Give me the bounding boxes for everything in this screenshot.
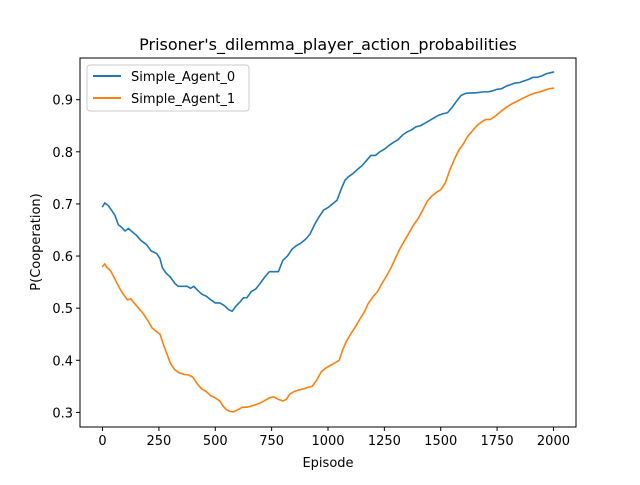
y-tick-label: 0.7 bbox=[52, 198, 73, 213]
x-tick-label: 250 bbox=[146, 434, 171, 449]
legend-label-agent-0: Simple_Agent_0 bbox=[131, 70, 235, 85]
x-tick-label: 1500 bbox=[424, 434, 457, 449]
x-tick-label: 1250 bbox=[368, 434, 401, 449]
x-tick-label: 0 bbox=[98, 434, 106, 449]
chart-title: Prisoner's_dilemma_player_action_probabi… bbox=[139, 35, 517, 55]
legend-label-agent-1: Simple_Agent_1 bbox=[131, 92, 235, 107]
y-tick-label: 0.8 bbox=[52, 146, 73, 161]
y-tick-label: 0.6 bbox=[52, 250, 73, 265]
series-line-agent-1 bbox=[101, 87, 555, 413]
y-tick-label: 0.9 bbox=[52, 94, 73, 109]
y-tick-label: 0.4 bbox=[52, 354, 73, 369]
plot-area-frame bbox=[79, 57, 577, 428]
series-line-agent-0 bbox=[101, 71, 555, 313]
x-tick-label: 500 bbox=[203, 434, 228, 449]
legend-box bbox=[86, 64, 250, 112]
x-tick-label: 2000 bbox=[537, 434, 570, 449]
x-tick-label: 1750 bbox=[481, 434, 514, 449]
y-axis-label: P(Cooperation) bbox=[29, 193, 44, 290]
x-axis-label: Episode bbox=[302, 456, 353, 471]
y-tick-label: 0.5 bbox=[52, 302, 73, 317]
x-tick-label: 750 bbox=[259, 434, 284, 449]
legend: Simple_Agent_0 Simple_Agent_1 bbox=[86, 64, 250, 112]
y-tick-label: 0.3 bbox=[52, 406, 73, 421]
x-tick-label: 1000 bbox=[311, 434, 344, 449]
